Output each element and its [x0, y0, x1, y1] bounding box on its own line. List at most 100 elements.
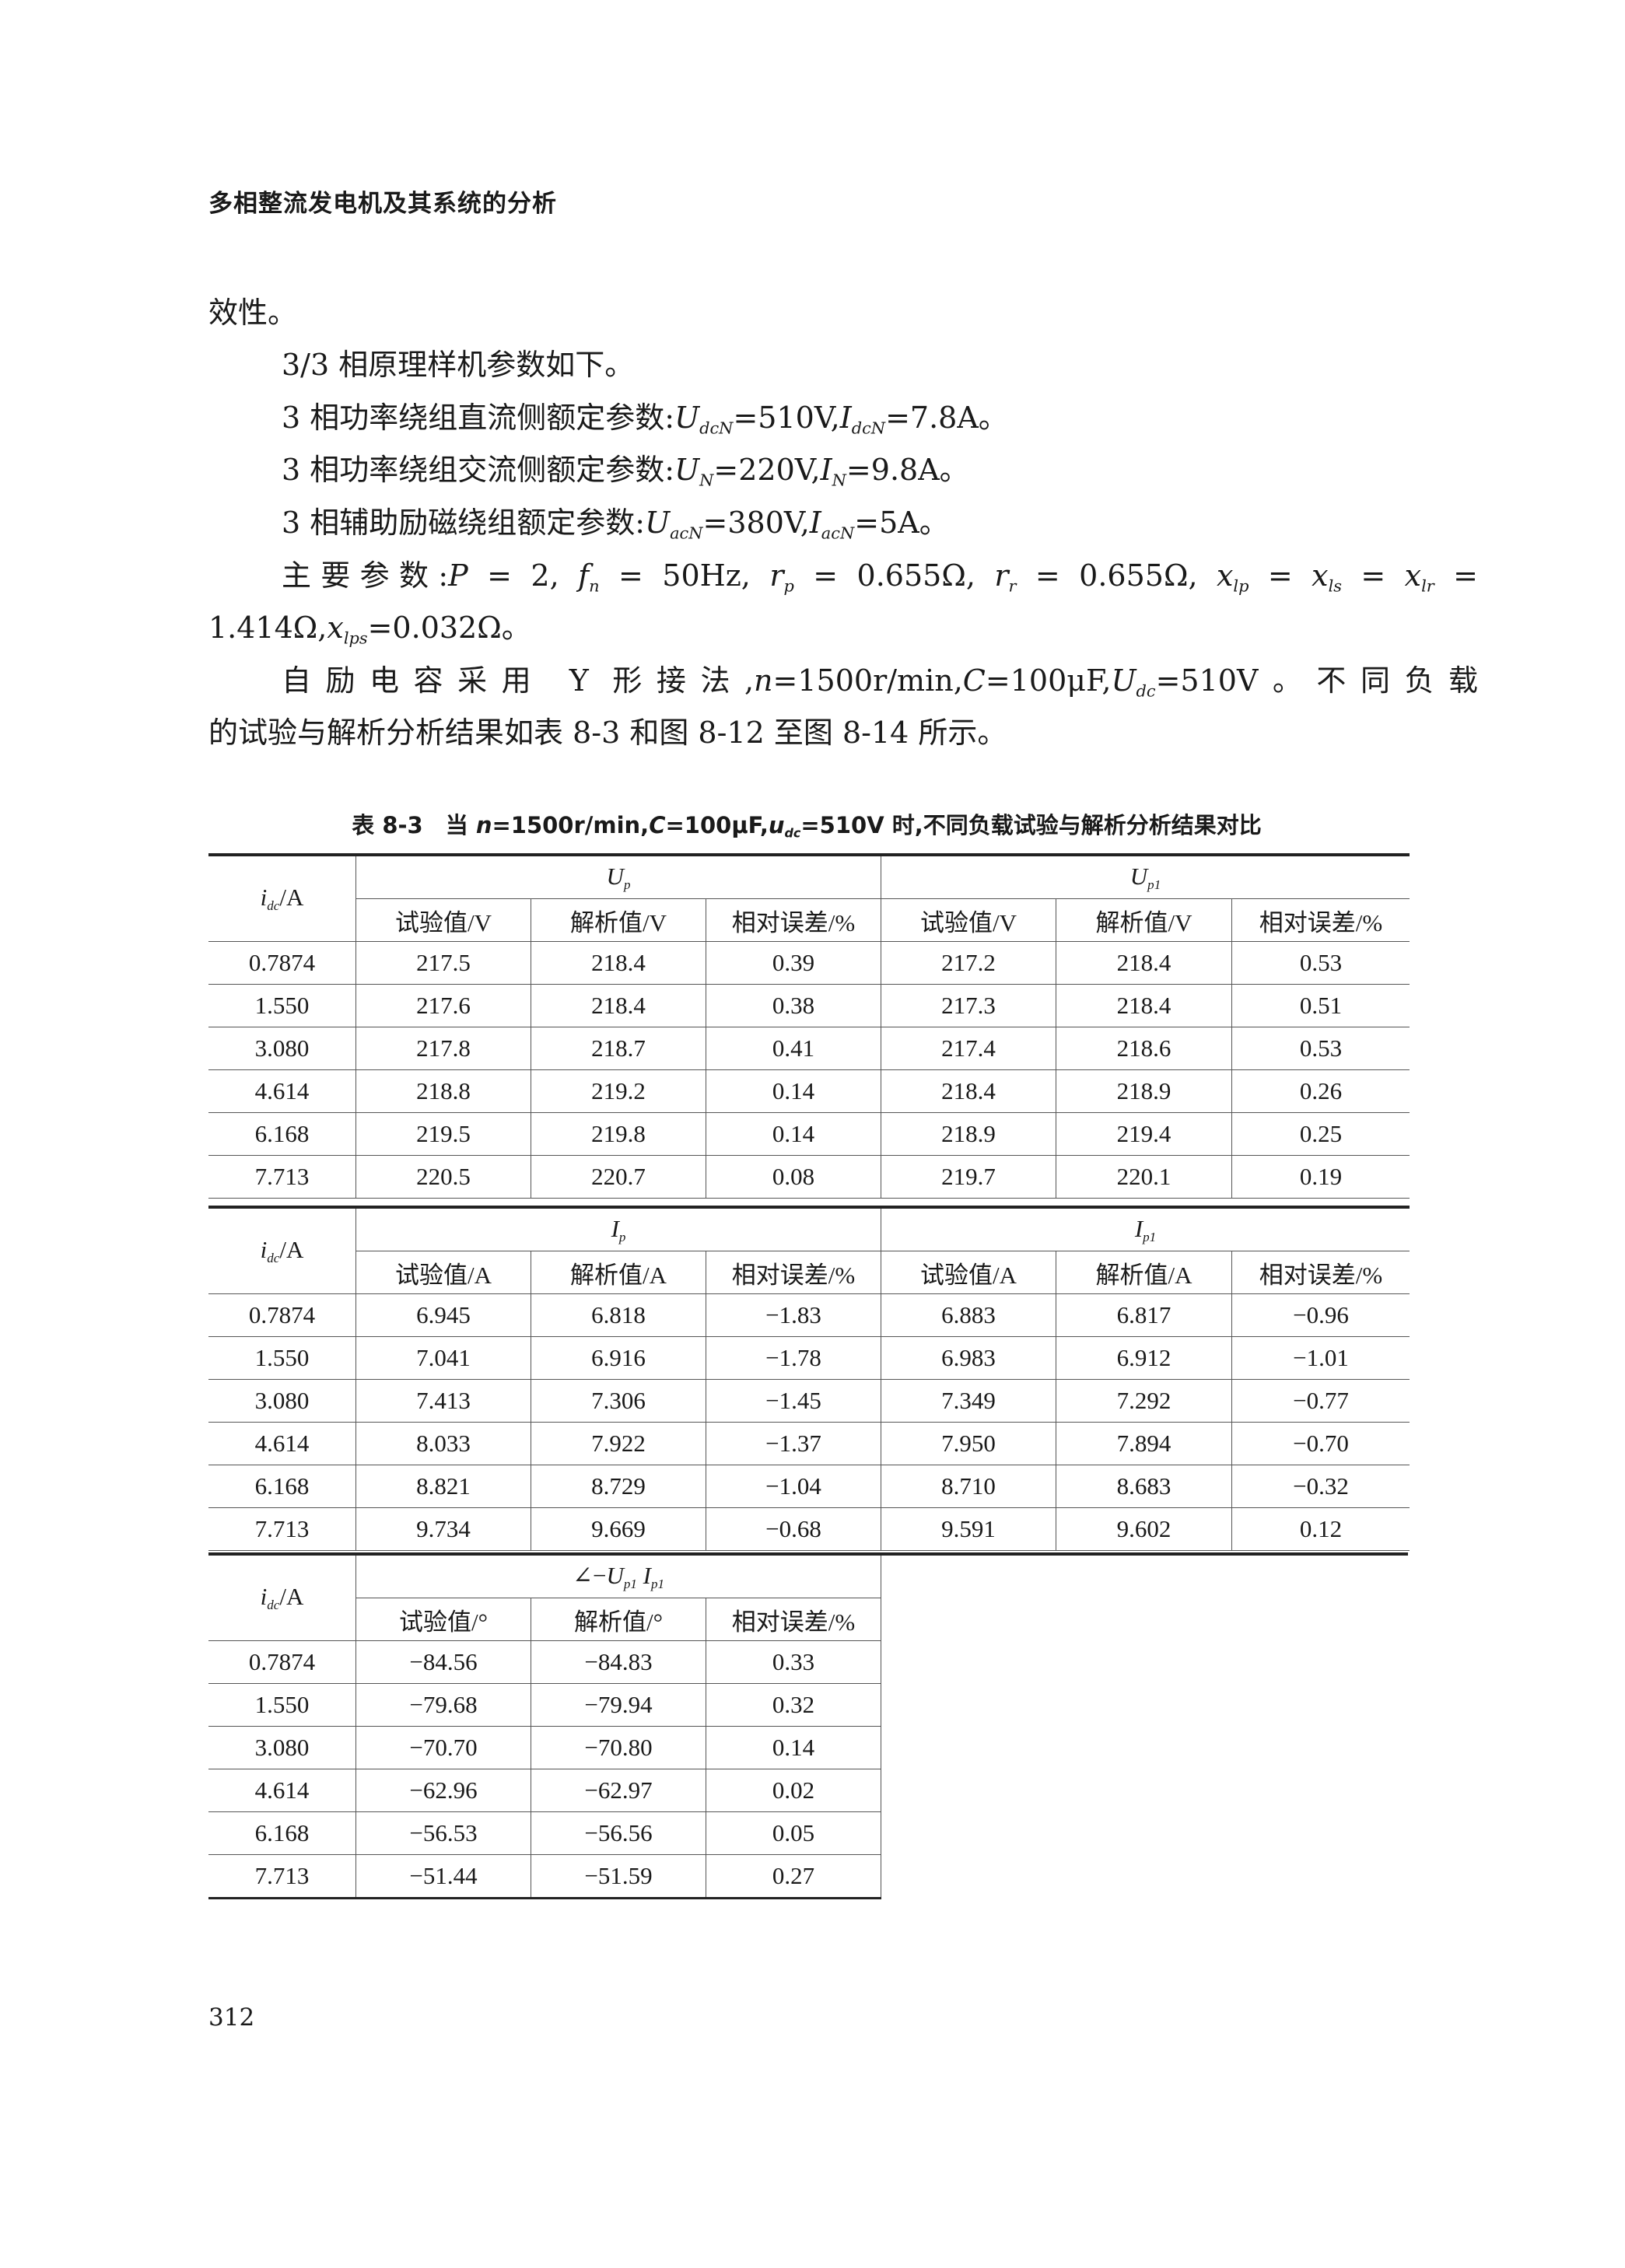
subscript: dc: [267, 1597, 280, 1612]
value-cell: 9.669: [531, 1507, 706, 1551]
table-row: 4.614 8.033 7.922 −1.37 7.950 7.894 −0.70: [208, 1422, 1410, 1465]
value-cell: 0.33: [706, 1640, 881, 1684]
table-row: 6.168 8.821 8.729 −1.04 8.710 8.683 −0.32: [208, 1465, 1410, 1508]
table-row: 4.614 218.8 219.2 0.14 218.4 218.9 0.26: [208, 1069, 1410, 1113]
empty-area: [881, 1641, 1409, 1684]
column-header: 试验值/V: [355, 898, 531, 942]
value-cell: 6.817: [1056, 1293, 1232, 1337]
value-cell: −56.53: [355, 1811, 531, 1855]
column-header: 相对误差/%: [706, 898, 881, 942]
value-cell: 7.413: [355, 1379, 531, 1423]
idc-cell: 1.550: [208, 1336, 356, 1380]
value-cell: −51.44: [355, 1854, 531, 1899]
value-cell: −70.80: [531, 1726, 706, 1769]
value-cell: −0.77: [1231, 1379, 1410, 1423]
table-section: idc/A Up Up1 试验值/V 解析值/V 相对误差/% 试验值/V 解析值/V 相对误差…: [208, 853, 1410, 1199]
subscript: lps: [343, 628, 368, 648]
column-header: 相对误差/%: [1231, 1251, 1410, 1294]
value-cell: 6.818: [531, 1293, 706, 1337]
value-cell: 217.2: [881, 941, 1056, 985]
value-cell: −84.83: [531, 1640, 706, 1684]
paragraph-line: 3 相功率绕组交流侧额定参数:UN=220V,IN=9.8A。: [282, 453, 969, 497]
value-cell: 0.53: [1231, 941, 1410, 985]
row-header-cell: idc/A: [208, 1552, 356, 1641]
paragraph-line: 主要参数:P = 2, fn = 50Hz, rp = 0.655Ω, rr =…: [282, 558, 1478, 603]
subscript: dc: [1136, 681, 1156, 701]
value-cell: 217.3: [881, 984, 1056, 1027]
paragraph-line: 3 相功率绕组直流侧额定参数:UdcN=510V,IdcN=7.8A。: [282, 401, 1008, 445]
table-row: 7.713 9.734 9.669 −0.68 9.591 9.602 0.12: [208, 1507, 1410, 1551]
value-cell: 219.5: [355, 1112, 531, 1156]
group-header-cell: Up: [355, 853, 881, 899]
value-cell: 0.05: [706, 1811, 881, 1855]
text-run: =0.032Ω。: [367, 611, 531, 645]
idc-cell: 3.080: [208, 1726, 356, 1769]
subscript: p1: [1147, 877, 1161, 892]
math-variable: I: [636, 1561, 651, 1589]
table-row: 1.550 −79.68 −79.94 0.32: [208, 1683, 1408, 1727]
math-variable: r: [769, 558, 784, 593]
idc-cell: 0.7874: [208, 1640, 356, 1684]
group-header-cell: Up1: [881, 853, 1410, 899]
column-header: 解析值/V: [531, 898, 706, 942]
idc-cell: 7.713: [208, 1854, 356, 1899]
value-cell: 0.39: [706, 941, 881, 985]
subscript: lp: [1233, 576, 1249, 596]
group-header-row: idc/A Up Up1: [208, 853, 1410, 942]
value-cell: 0.19: [1231, 1155, 1410, 1199]
math-variable: U: [606, 1561, 624, 1589]
math-variable: I: [1134, 1214, 1143, 1242]
math-variable: I: [820, 453, 832, 487]
math-variable: U: [606, 862, 624, 890]
column-header: 相对误差/%: [706, 1251, 881, 1294]
value-cell: 7.292: [1056, 1379, 1232, 1423]
text-run: =: [1341, 558, 1405, 593]
idc-cell: 1.550: [208, 1683, 356, 1727]
value-cell: 0.08: [706, 1155, 881, 1199]
value-cell: 0.41: [706, 1027, 881, 1070]
math-variable: C: [649, 812, 666, 838]
column-header: 试验值/A: [355, 1251, 531, 1294]
text-run: =100μF,: [985, 663, 1112, 698]
text-run: = 2,: [468, 558, 579, 593]
value-cell: 6.883: [881, 1293, 1056, 1337]
value-cell: 218.4: [881, 1069, 1056, 1113]
math-variable: U: [645, 506, 671, 540]
column-header: 试验值/A: [881, 1251, 1056, 1294]
page-number: 312: [208, 2004, 255, 2032]
value-cell: −70.70: [355, 1726, 531, 1769]
column-header: 解析值/A: [531, 1251, 706, 1294]
value-cell: 219.2: [531, 1069, 706, 1113]
math-variable: i: [260, 1583, 268, 1611]
text-run: =1500r/min,: [492, 812, 650, 838]
table-row: 1.550 7.041 6.916 −1.78 6.983 6.912 −1.01: [208, 1336, 1410, 1380]
value-cell: −1.04: [706, 1465, 881, 1508]
value-cell: −1.01: [1231, 1336, 1410, 1380]
text-run: 3/3 相原理样机参数如下。: [282, 348, 635, 382]
paragraph-line: 自励电容采用 Y 形接法,n=1500r/min,C=100μF,Udc=510…: [282, 663, 1478, 708]
group-header-cell: Ip: [355, 1206, 881, 1251]
subscript: dcN: [699, 418, 734, 438]
value-cell: 218.9: [1056, 1069, 1232, 1113]
table-row: 0.7874 217.5 218.4 0.39 217.2 218.4 0.53: [208, 941, 1410, 985]
idc-cell: 3.080: [208, 1379, 356, 1423]
value-cell: 7.306: [531, 1379, 706, 1423]
column-header: 试验值/V: [881, 898, 1056, 942]
value-cell: 218.4: [531, 984, 706, 1027]
value-cell: 218.4: [531, 941, 706, 985]
math-variable: x: [1404, 558, 1422, 593]
value-cell: 8.683: [1056, 1465, 1232, 1508]
table-section: idc/A ∠−Up1 Ip1 试验值/° 解析值/° 相对误差/% 0.7874 −84.…: [208, 1552, 1408, 1899]
column-header: 相对误差/%: [1231, 898, 1410, 942]
subscript: p1: [623, 1576, 637, 1591]
column-header: 解析值/V: [1056, 898, 1232, 942]
idc-cell: 4.614: [208, 1069, 356, 1113]
table-row: 1.550 217.6 218.4 0.38 217.3 218.4 0.51: [208, 984, 1410, 1027]
subscript: N: [832, 471, 846, 490]
math-variable: U: [674, 453, 700, 487]
value-cell: −1.37: [706, 1422, 881, 1465]
text-run: = 0.655Ω,: [793, 558, 995, 593]
value-cell: 9.591: [881, 1507, 1056, 1551]
value-cell: 218.4: [1056, 941, 1232, 985]
value-cell: 7.349: [881, 1379, 1056, 1423]
